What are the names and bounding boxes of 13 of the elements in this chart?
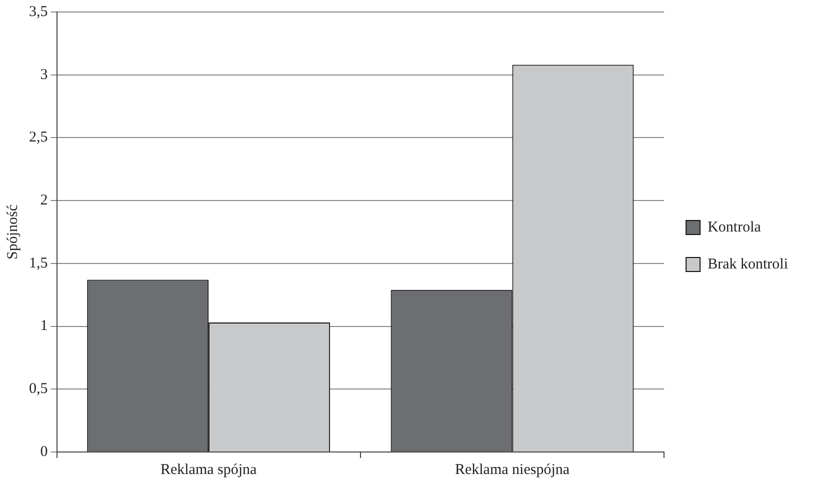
y-tick-label: 3 bbox=[40, 66, 48, 83]
legend-label: Brak kontroli bbox=[708, 256, 788, 272]
x-tick-label: Reklama spójna bbox=[160, 462, 258, 478]
y-tick-label: 1,5 bbox=[29, 255, 48, 272]
x-tick-label: Reklama niespójna bbox=[454, 462, 570, 478]
y-tick-label: 2 bbox=[40, 192, 48, 209]
y-tick-label: 0 bbox=[40, 444, 48, 460]
y-tick-label: 2,5 bbox=[29, 130, 48, 146]
y-tick-label: 3,5 bbox=[29, 4, 48, 20]
y-tick-label: 0,5 bbox=[29, 381, 48, 398]
y-axis-title: Spójność bbox=[4, 204, 21, 260]
legend-label: Kontrola bbox=[708, 219, 762, 236]
y-tick-label: 1 bbox=[40, 318, 48, 334]
